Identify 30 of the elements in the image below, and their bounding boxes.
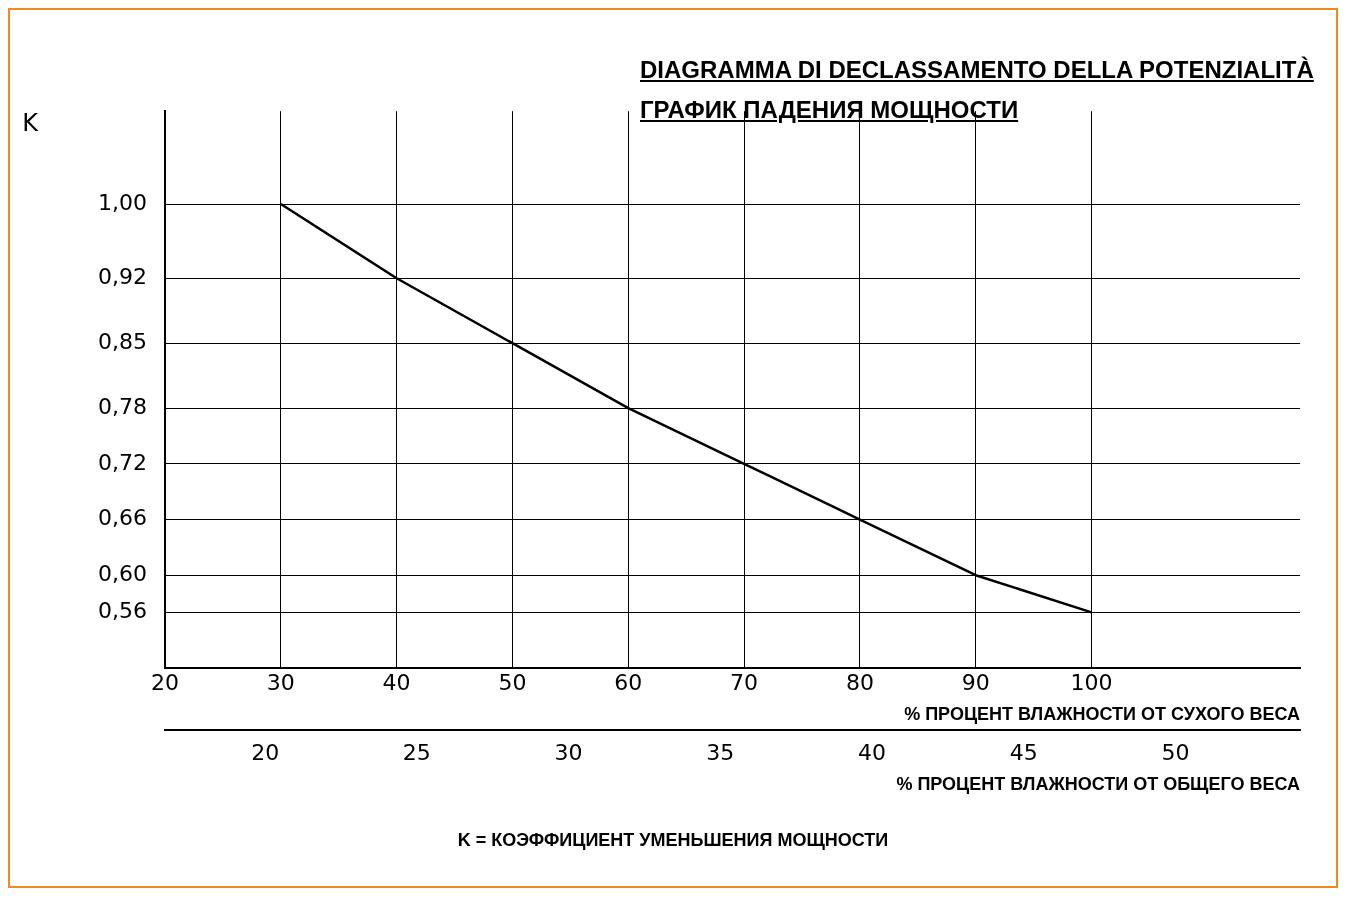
x-tick-label: 40 <box>382 669 411 695</box>
y-tick-label: 1,00 <box>98 189 147 215</box>
x2-tick-label: 30 <box>554 739 583 765</box>
chart-subtitle: ГРАФИК ПАДЕНИЯ МОЩНОСТИ <box>640 95 1020 125</box>
x-tick-label: 90 <box>961 669 990 695</box>
x2-axis-title: % ПРОЦЕНТ ВЛАЖНОСТИ ОТ ОБЩЕГО ВЕСА <box>896 774 1300 795</box>
y-tick-label: 0,66 <box>98 505 147 531</box>
y-tick-label: 0,92 <box>98 263 147 289</box>
x-axis-title: % ПРОЦЕНТ ВЛАЖНОСТИ ОТ СУХОГО ВЕСА <box>904 704 1300 725</box>
x-tick-label: 100 <box>1070 669 1113 695</box>
y-tick-label: 0,60 <box>98 560 147 586</box>
y-tick-label: 0,72 <box>98 449 147 475</box>
x2-tick-label: 50 <box>1161 739 1190 765</box>
x-tick-label: 20 <box>150 669 179 695</box>
y-tick-label: 0,78 <box>98 393 147 419</box>
x-tick-label: 30 <box>266 669 295 695</box>
x2-tick-label: 25 <box>402 739 431 765</box>
x2-tick-label: 35 <box>706 739 735 765</box>
x2-tick-label: 20 <box>251 739 280 765</box>
x-tick-label: 70 <box>730 669 759 695</box>
y-axis-title: K <box>22 109 40 138</box>
y-tick-label: 0,56 <box>98 598 147 624</box>
x-tick-label: 50 <box>498 669 527 695</box>
x-tick-label: 80 <box>845 669 874 695</box>
x-tick-label: 60 <box>614 669 643 695</box>
x2-tick-label: 45 <box>1009 739 1038 765</box>
y-tick-label: 0,85 <box>98 328 147 354</box>
x2-tick-label: 40 <box>858 739 887 765</box>
chart-title: DIAGRAMMA DI DECLASSAMENTO DELLA POTENZIALITÀ <box>640 55 1314 85</box>
text: K = КОЭФФИЦИЕНТ УМЕНЬШЕНИЯ МОЩНОСТИ <box>456 830 890 851</box>
